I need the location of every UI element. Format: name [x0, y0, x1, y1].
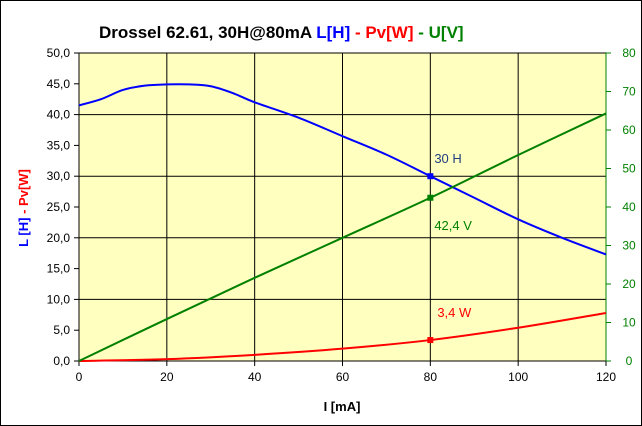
- series-line-0: [78, 83, 607, 256]
- y-axis-left-title: L [H] - Pv[W]: [16, 169, 31, 247]
- y-left-tick-label-9: 45,0: [47, 77, 71, 91]
- y-left-tick-label-5: 25,0: [47, 200, 71, 214]
- x-tick-label-1: 20: [160, 370, 174, 384]
- x-axis-title: I [mA]: [324, 399, 361, 414]
- y-left-tick-label-6: 30,0: [47, 169, 71, 183]
- y-axis-left-title-part-1: -: [16, 206, 31, 218]
- y-right-tick-label-3: 30: [622, 239, 636, 253]
- annotation-2: 3,4 W: [437, 305, 472, 320]
- chart-title: Drossel 62.61, 30H@80mA L[H] - Pv[W] - U…: [99, 23, 464, 42]
- y-left-tick-label-4: 20,0: [47, 231, 71, 245]
- y-right-tick-label-2: 20: [622, 277, 636, 291]
- x-tick-label-2: 40: [248, 370, 262, 384]
- series-line-1: [78, 311, 607, 362]
- chart-title-legend: L[H] - Pv[W] - U[V]: [316, 23, 463, 42]
- y-right-tick-label-5: 50: [622, 162, 636, 176]
- y-right-tick-label-1: 10: [622, 316, 636, 330]
- y-left-tick-label-10: 50,0: [47, 46, 71, 60]
- data-marker-1: [427, 194, 434, 201]
- data-markers: [427, 173, 434, 344]
- tick-labels: 0 20 40 60 80 100 1200,05,010,015,020,025,030,…: [47, 46, 636, 384]
- chart-title-part-4: U[V]: [429, 23, 464, 42]
- annotations: 30 H 42,4 V 3,4 W: [434, 151, 472, 320]
- y-left-tick-label-0: 0,0: [53, 354, 70, 368]
- series-lines: [78, 83, 607, 362]
- series-line-2: [78, 112, 607, 362]
- y-right-tick-label-8: 80: [622, 46, 636, 60]
- y-left-tick-label-1: 5,0: [53, 323, 70, 337]
- x-tick-label-0: 0: [76, 370, 83, 384]
- y-axis-left-title-part-2: Pv[W]: [16, 169, 31, 206]
- annotation-1: 42,4 V: [434, 218, 472, 233]
- x-tick-label-3: 60: [336, 370, 350, 384]
- y-axis-left-title-part-0: L [H]: [16, 218, 31, 247]
- y-right-tick-label-4: 40: [622, 200, 636, 214]
- y-right-tick-label-6: 60: [622, 123, 636, 137]
- x-tick-label-4: 80: [424, 370, 438, 384]
- chart-title-main: Drossel 62.61, 30H@80mA: [99, 23, 312, 42]
- x-tick-label-5: 100: [508, 370, 528, 384]
- y-left-tick-label-7: 35,0: [47, 138, 71, 152]
- y-left-tick-label-8: 40,0: [47, 108, 71, 122]
- y-right-tick-label-0: 0: [626, 354, 633, 368]
- y-left-tick-label-2: 10,0: [47, 292, 71, 306]
- y-left-tick-label-3: 15,0: [47, 262, 71, 276]
- chart-title-part-2: Pv[W]: [365, 23, 413, 42]
- data-marker-0: [427, 173, 434, 180]
- annotation-0: 30 H: [434, 151, 461, 166]
- chart-title-part-3: -: [414, 23, 429, 42]
- y-right-tick-label-7: 70: [622, 85, 636, 99]
- x-tick-label-6: 120: [596, 370, 616, 384]
- chart-title-part-0: L[H]: [316, 23, 350, 42]
- chart-title-part-1: -: [350, 23, 365, 42]
- data-marker-2: [427, 337, 434, 344]
